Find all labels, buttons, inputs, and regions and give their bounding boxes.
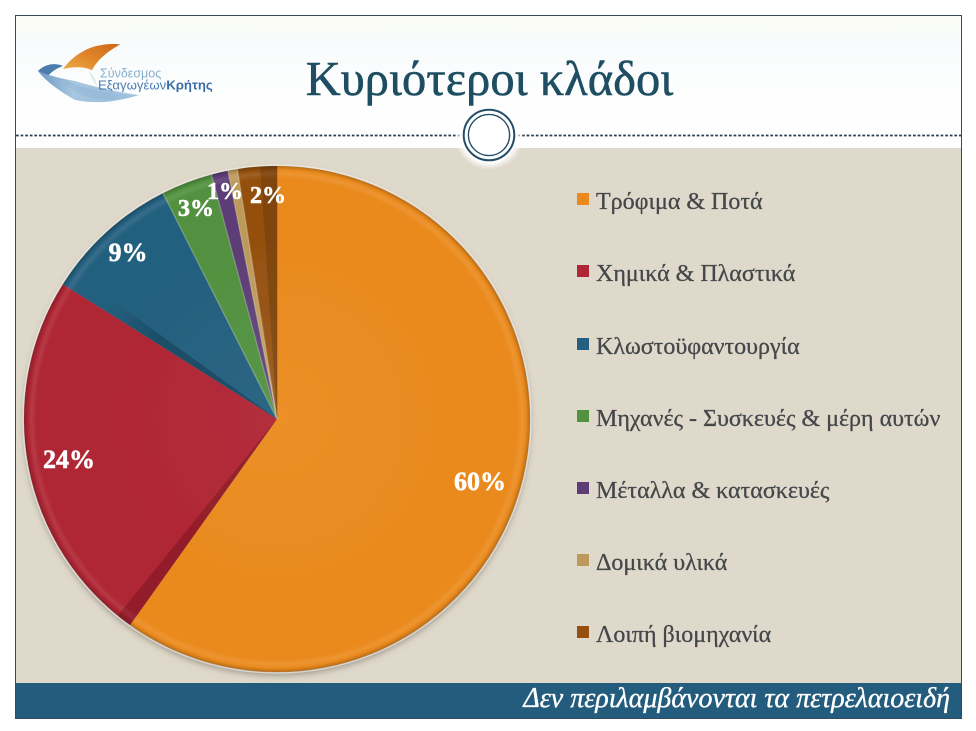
svg-text:2%: 2% [250,183,286,209]
svg-text:1%: 1% [207,179,243,205]
svg-text:24%: 24% [43,445,95,474]
svg-text:60%: 60% [454,467,506,496]
svg-text:9%: 9% [109,238,148,267]
svg-text:ΕξαγωγέωνΚρήτης: ΕξαγωγέωνΚρήτης [98,78,213,93]
svg-text:Σύνδεσμος: Σύνδεσμος [100,67,161,81]
svg-text:3%: 3% [178,196,214,222]
